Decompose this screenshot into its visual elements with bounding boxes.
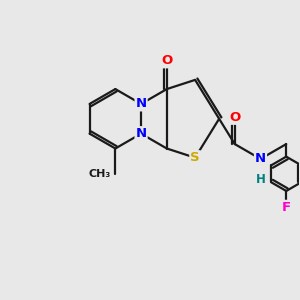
Text: O: O <box>229 111 240 124</box>
Text: N: N <box>136 98 147 110</box>
Text: F: F <box>282 201 291 214</box>
Text: CH₃: CH₃ <box>88 169 111 179</box>
Text: O: O <box>161 54 172 67</box>
Text: S: S <box>190 151 200 164</box>
Text: N: N <box>255 152 266 165</box>
Text: H: H <box>256 173 266 186</box>
Text: N: N <box>136 127 147 140</box>
